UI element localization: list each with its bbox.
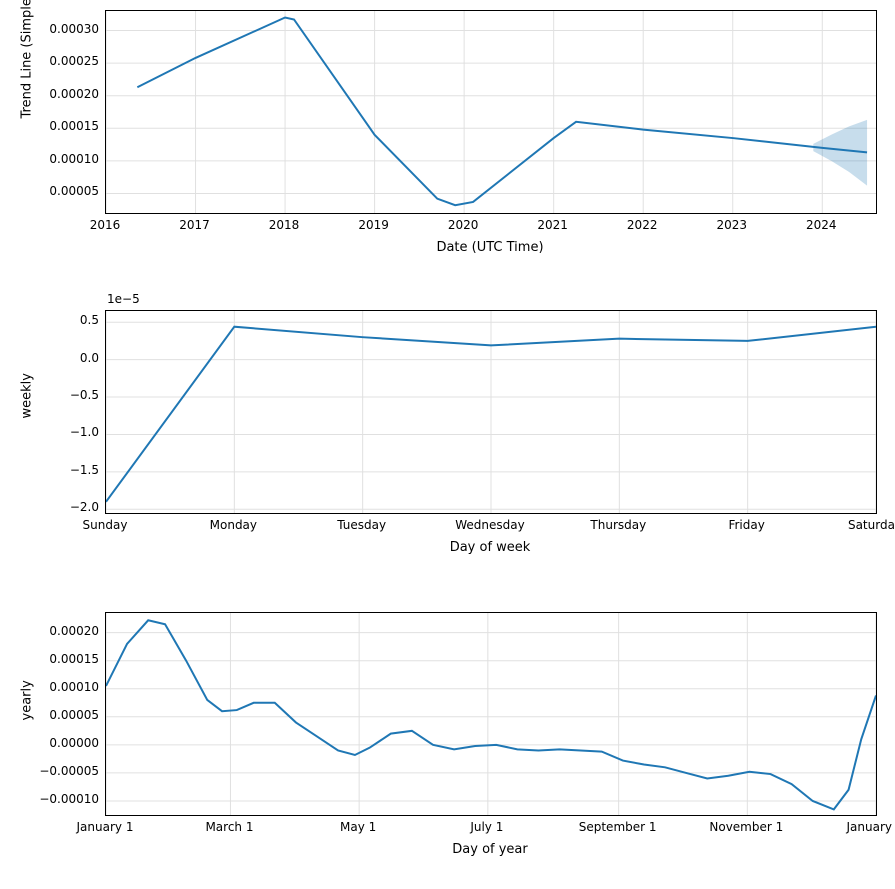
ytick-label: 0.00005 <box>49 184 99 198</box>
figure: Trend Line (Simple) Date (UTC Time) week… <box>0 0 895 889</box>
xtick-label: January 1 <box>815 820 895 834</box>
weekly-scale-text: 1e−5 <box>107 292 140 306</box>
ytick-label: −1.0 <box>70 425 99 439</box>
ytick-label: 0.00020 <box>49 87 99 101</box>
xtick-label: Friday <box>687 518 807 532</box>
ytick-label: −0.5 <box>70 388 99 402</box>
panel_yearly-line <box>106 620 876 809</box>
ytick-label: 0.5 <box>80 313 99 327</box>
trend-chart <box>106 11 876 213</box>
ytick-label: 0.0 <box>80 351 99 365</box>
yearly-ylabel: yearly <box>20 701 35 721</box>
trend-panel <box>105 10 877 214</box>
xtick-label: Monday <box>173 518 293 532</box>
yearly-panel <box>105 612 877 816</box>
ytick-label: 0.00015 <box>49 119 99 133</box>
xtick-label: November 1 <box>686 820 806 834</box>
yearly-chart <box>106 613 876 815</box>
xtick-label: Thursday <box>558 518 678 532</box>
xtick-label: Sunday <box>45 518 165 532</box>
ytick-label: −2.0 <box>70 500 99 514</box>
trend-xlabel: Date (UTC Time) <box>105 240 875 255</box>
xtick-label: July 1 <box>427 820 547 834</box>
xtick-label: Saturday <box>815 518 895 532</box>
ytick-label: 0.00010 <box>49 152 99 166</box>
confidence-fan <box>813 120 867 186</box>
ytick-label: 0.00025 <box>49 54 99 68</box>
weekly-panel <box>105 310 877 514</box>
weekly-chart <box>106 311 876 513</box>
trend-ylabel: Trend Line (Simple) <box>20 99 35 119</box>
panel_trend-line <box>137 18 867 206</box>
ytick-label: 0.00010 <box>49 680 99 694</box>
xtick-label: May 1 <box>298 820 418 834</box>
ytick-label: −0.00005 <box>39 764 99 778</box>
ytick-label: −1.5 <box>70 463 99 477</box>
yearly-xlabel: Day of year <box>105 842 875 857</box>
ytick-label: 0.00000 <box>49 736 99 750</box>
xtick-label: January 1 <box>45 820 165 834</box>
ytick-label: 0.00020 <box>49 624 99 638</box>
ytick-label: −0.00010 <box>39 792 99 806</box>
ytick-label: 0.00005 <box>49 708 99 722</box>
ytick-label: 0.00030 <box>49 22 99 36</box>
weekly-ylabel: weekly <box>20 399 35 419</box>
xtick-label: March 1 <box>169 820 289 834</box>
xtick-label: September 1 <box>558 820 678 834</box>
xtick-label: Wednesday <box>430 518 550 532</box>
weekly-xlabel: Day of week <box>105 540 875 555</box>
xtick-label: 2024 <box>761 218 881 232</box>
ytick-label: 0.00015 <box>49 652 99 666</box>
xtick-label: Tuesday <box>302 518 422 532</box>
